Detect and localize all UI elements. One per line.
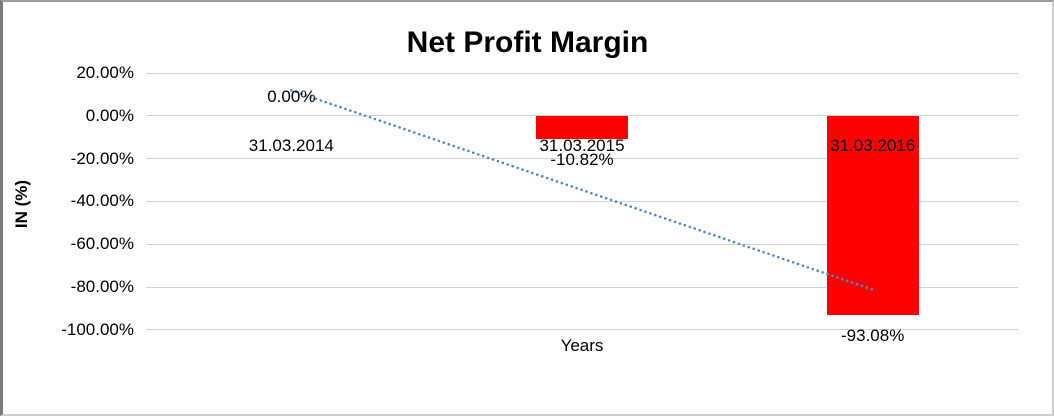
y-axis-tick-label: 20.00% (76, 63, 134, 82)
x-axis-title: Years (560, 336, 604, 355)
y-axis-tick-label: -80.00% (70, 277, 134, 296)
y-axis-title: IN (%) (12, 179, 31, 229)
gridline (146, 329, 1018, 331)
category-label: 31.03.2015 (539, 135, 625, 155)
y-axis-tick-label: -20.00% (70, 148, 134, 168)
data-label: -93.08% (840, 325, 905, 345)
y-axis-tick-label: -100.00% (61, 319, 134, 339)
chart-title: Net Profit Margin (406, 26, 649, 59)
gridline (146, 72, 1018, 74)
y-axis-tick-label: 0.00% (85, 105, 134, 125)
y-axis-tick-label: -40.00% (70, 191, 134, 211)
category-label: 31.03.2016 (830, 135, 916, 155)
category-label: 31.03.2014 (248, 135, 334, 155)
data-label: -10.82% (550, 149, 614, 169)
data-label: 0.00% (267, 86, 316, 106)
y-axis-tick-label: -60.00% (70, 234, 134, 254)
